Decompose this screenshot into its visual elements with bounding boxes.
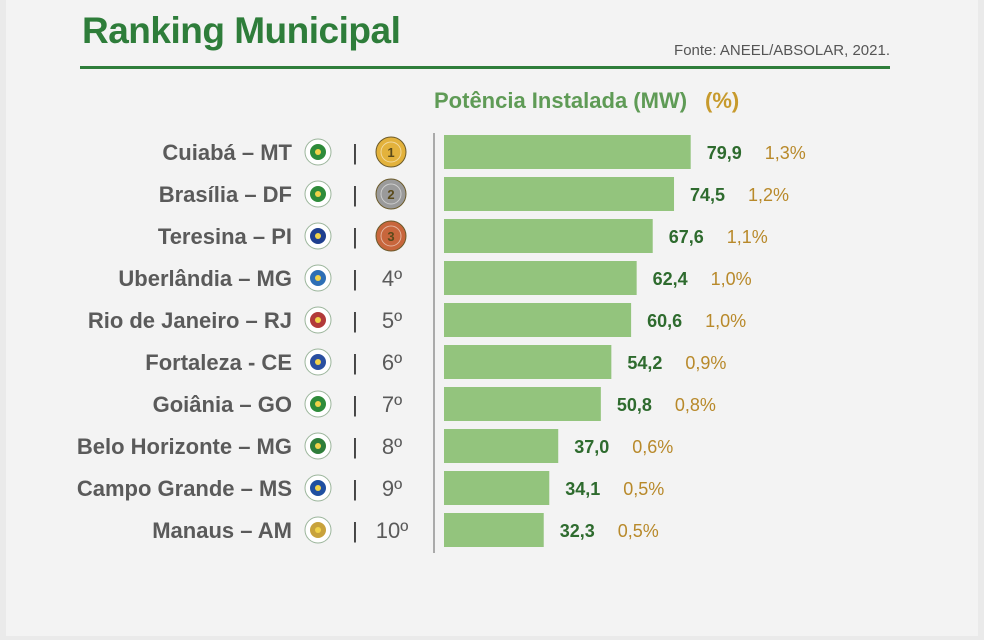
bar xyxy=(444,429,559,463)
uberlandia-flag-icon xyxy=(304,264,332,292)
medal-disc xyxy=(375,220,407,252)
rio-de-janeiro-flag-icon xyxy=(304,306,332,334)
percent-label: 0,6% xyxy=(632,437,673,457)
metric-header: Potência Instalada (MW) xyxy=(434,88,688,113)
bar xyxy=(444,471,550,505)
separator: | xyxy=(352,392,358,417)
medal-ring xyxy=(380,183,402,205)
city-label: Brasília – DF xyxy=(159,182,292,207)
medal-ring xyxy=(380,225,402,247)
gold-medal-icon: 1 xyxy=(375,136,407,168)
rank-label: 6º xyxy=(382,350,402,375)
bar xyxy=(444,303,632,337)
flag-emblem-dot xyxy=(315,317,321,323)
percent-label: 1,0% xyxy=(711,269,752,289)
rank-label: 8º xyxy=(382,434,402,459)
flag-emblem-dot xyxy=(315,149,321,155)
value-label: 67,6 xyxy=(669,227,704,247)
separator: | xyxy=(352,518,358,543)
percent-label: 0,5% xyxy=(618,521,659,541)
bar xyxy=(444,177,675,211)
flag-emblem-dot xyxy=(315,443,321,449)
axis-divider xyxy=(433,133,435,553)
teresina-flag-icon xyxy=(304,222,332,250)
city-label: Manaus – AM xyxy=(152,518,292,543)
bronze-medal-icon: 3 xyxy=(375,220,407,252)
manaus-flag-icon xyxy=(304,516,332,544)
city-label: Uberlândia – MG xyxy=(118,266,292,291)
flag-emblem-dot xyxy=(315,401,321,407)
bar xyxy=(444,513,544,547)
column-header: Potência Instalada (MW) (%) xyxy=(434,88,739,114)
city-label: Teresina – PI xyxy=(158,224,292,249)
city-label: Fortaleza - CE xyxy=(145,350,292,375)
flag-emblem-dot xyxy=(315,233,321,239)
separator: | xyxy=(352,434,358,459)
percent-label: 0,9% xyxy=(685,353,726,373)
city-label: Goiânia – GO xyxy=(153,392,292,417)
separator: | xyxy=(352,140,358,165)
value-label: 79,9 xyxy=(707,143,742,163)
brasilia-flag-icon xyxy=(304,180,332,208)
separator: | xyxy=(352,266,358,291)
value-label: 74,5 xyxy=(690,185,725,205)
percent-label: 0,5% xyxy=(623,479,664,499)
flag-emblem-dot xyxy=(315,527,321,533)
medal-ring xyxy=(380,141,402,163)
rank-label: 9º xyxy=(382,476,402,501)
medal-disc xyxy=(375,136,407,168)
medal-rank-label: 2 xyxy=(387,187,394,202)
value-label: 50,8 xyxy=(617,395,652,415)
separator: | xyxy=(352,308,358,333)
percent-label: 1,1% xyxy=(727,227,768,247)
percent-label: 1,3% xyxy=(765,143,806,163)
separator: | xyxy=(352,350,358,375)
medal-disc xyxy=(375,178,407,210)
title-underline xyxy=(80,66,890,69)
bar xyxy=(444,219,653,253)
silver-medal-icon: 2 xyxy=(375,178,407,210)
city-label: Belo Horizonte – MG xyxy=(77,434,292,459)
city-label: Cuiabá – MT xyxy=(162,140,292,165)
rank-label: 4º xyxy=(382,266,402,291)
city-label: Rio de Janeiro – RJ xyxy=(88,308,292,333)
rank-label: 7º xyxy=(382,392,402,417)
city-label: Campo Grande – MS xyxy=(77,476,292,501)
bar xyxy=(444,261,637,295)
value-label: 32,3 xyxy=(560,521,595,541)
separator: | xyxy=(352,476,358,501)
campo-grande-flag-icon xyxy=(304,474,332,502)
medal-rank-label: 3 xyxy=(387,229,394,244)
flag-emblem-dot xyxy=(315,275,321,281)
chart-title: Ranking Municipal xyxy=(82,10,401,51)
rank-label: 5º xyxy=(382,308,402,333)
value-label: 62,4 xyxy=(653,269,688,289)
value-label: 37,0 xyxy=(574,437,609,457)
bar xyxy=(444,345,612,379)
source-note: Fonte: ANEEL/ABSOLAR, 2021. xyxy=(674,42,890,59)
value-label: 60,6 xyxy=(647,311,682,331)
goiania-flag-icon xyxy=(304,390,332,418)
flag-emblem-dot xyxy=(315,359,321,365)
percent-header: (%) xyxy=(705,88,740,113)
flag-emblem-dot xyxy=(315,191,321,197)
percent-label: 1,2% xyxy=(748,185,789,205)
bar xyxy=(444,387,601,421)
medal-rank-label: 1 xyxy=(387,145,394,160)
belo-horizonte-flag-icon xyxy=(304,432,332,460)
cuiaba-flag-icon xyxy=(304,138,332,166)
fortaleza-flag-icon xyxy=(304,348,332,376)
percent-label: 0,8% xyxy=(675,395,716,415)
percent-label: 1,0% xyxy=(705,311,746,331)
value-label: 54,2 xyxy=(627,353,662,373)
separator: | xyxy=(352,224,358,249)
bar xyxy=(444,135,691,169)
separator: | xyxy=(352,182,358,207)
rank-label: 10º xyxy=(376,518,409,543)
flag-emblem-dot xyxy=(315,485,321,491)
value-label: 34,1 xyxy=(565,479,600,499)
